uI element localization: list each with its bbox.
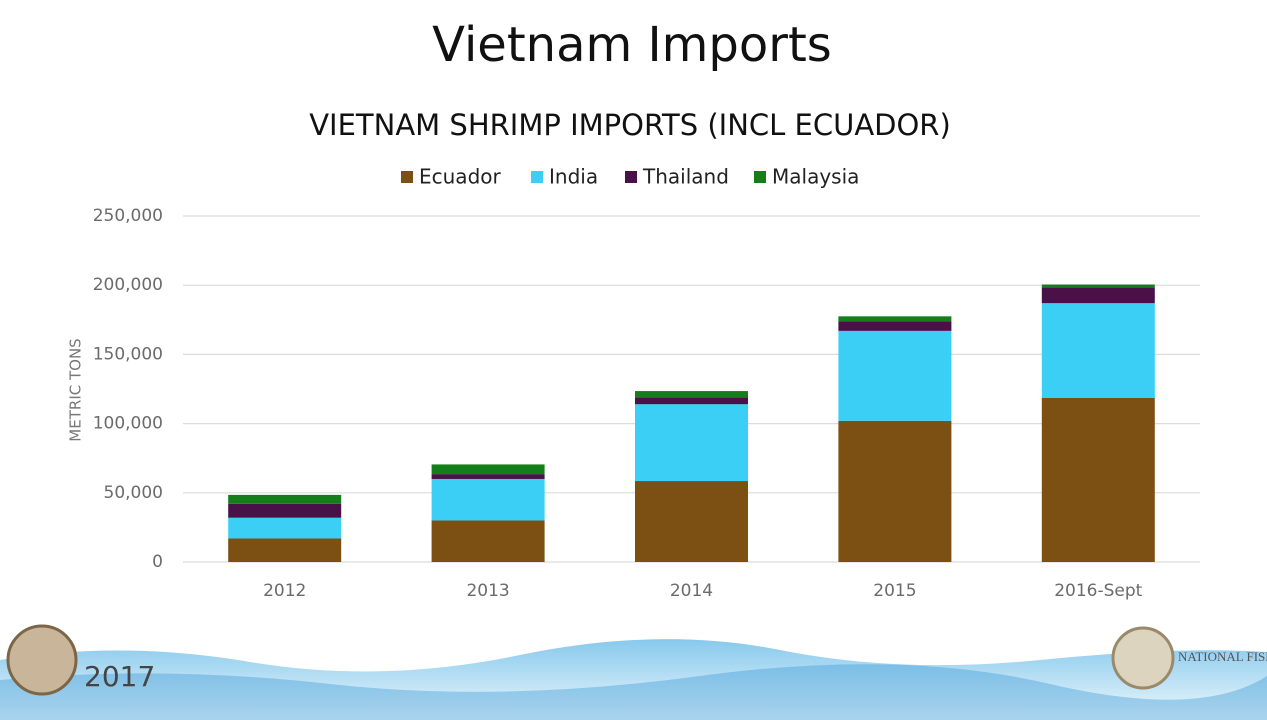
y-tick-label: 100,000 <box>93 414 163 434</box>
y-tick-label: 200,000 <box>93 275 163 295</box>
legend-swatch <box>625 171 637 183</box>
x-tick-label: 2015 <box>873 581 916 601</box>
x-tick-label: 2012 <box>263 581 306 601</box>
bar-segment <box>228 538 342 562</box>
bar-segment <box>635 481 748 562</box>
bar-segment <box>838 321 952 331</box>
x-tick-label: 2013 <box>466 581 509 601</box>
conference-logo <box>6 624 78 696</box>
bar-segment <box>431 474 545 479</box>
chart-title: VIETNAM SHRIMP IMPORTS (INCL ECUADOR) <box>309 108 951 142</box>
y-axis-label: METRIC TONS <box>67 338 85 441</box>
slide-title: Vietnam Imports <box>432 17 832 73</box>
y-tick-label: 250,000 <box>93 206 163 226</box>
bar-segment <box>1041 287 1155 304</box>
bar-segment <box>838 330 952 421</box>
bar-segment <box>838 316 952 322</box>
legend-label: Malaysia <box>772 165 859 189</box>
x-tick-label: 2014 <box>670 581 713 601</box>
legend-label: Ecuador <box>419 165 501 189</box>
y-tick-label: 0 <box>152 552 163 572</box>
legend-swatch <box>401 171 413 183</box>
legend-label: Thailand <box>642 165 729 189</box>
bar-segment <box>635 404 748 482</box>
water-decoration <box>0 664 1267 720</box>
bar-segment <box>838 420 952 562</box>
nfi-logo <box>1111 626 1175 690</box>
y-tick-label: 150,000 <box>93 344 163 364</box>
bar-segment <box>635 397 748 405</box>
bar-segment <box>431 464 545 475</box>
legend-swatch <box>754 171 766 183</box>
legend-label: India <box>549 165 598 189</box>
bar-segment <box>1041 397 1155 562</box>
legend-swatch <box>531 171 543 183</box>
bar-segment <box>635 391 748 398</box>
bar-segment <box>431 478 545 521</box>
bar-segment <box>1041 284 1155 288</box>
footer-year: 2017 <box>84 660 155 693</box>
bar-segment <box>228 517 342 539</box>
bar-segment <box>228 494 342 504</box>
bar-segment <box>1041 303 1155 398</box>
y-tick-label: 50,000 <box>104 483 163 503</box>
bar-segment <box>431 520 545 562</box>
bar-segment <box>228 503 342 518</box>
x-tick-label: 2016-Sept <box>1054 581 1142 601</box>
footer-logo-text: NATIONAL FISHERIES INSTITUTE <box>1178 649 1267 664</box>
water-decoration <box>0 639 1267 720</box>
